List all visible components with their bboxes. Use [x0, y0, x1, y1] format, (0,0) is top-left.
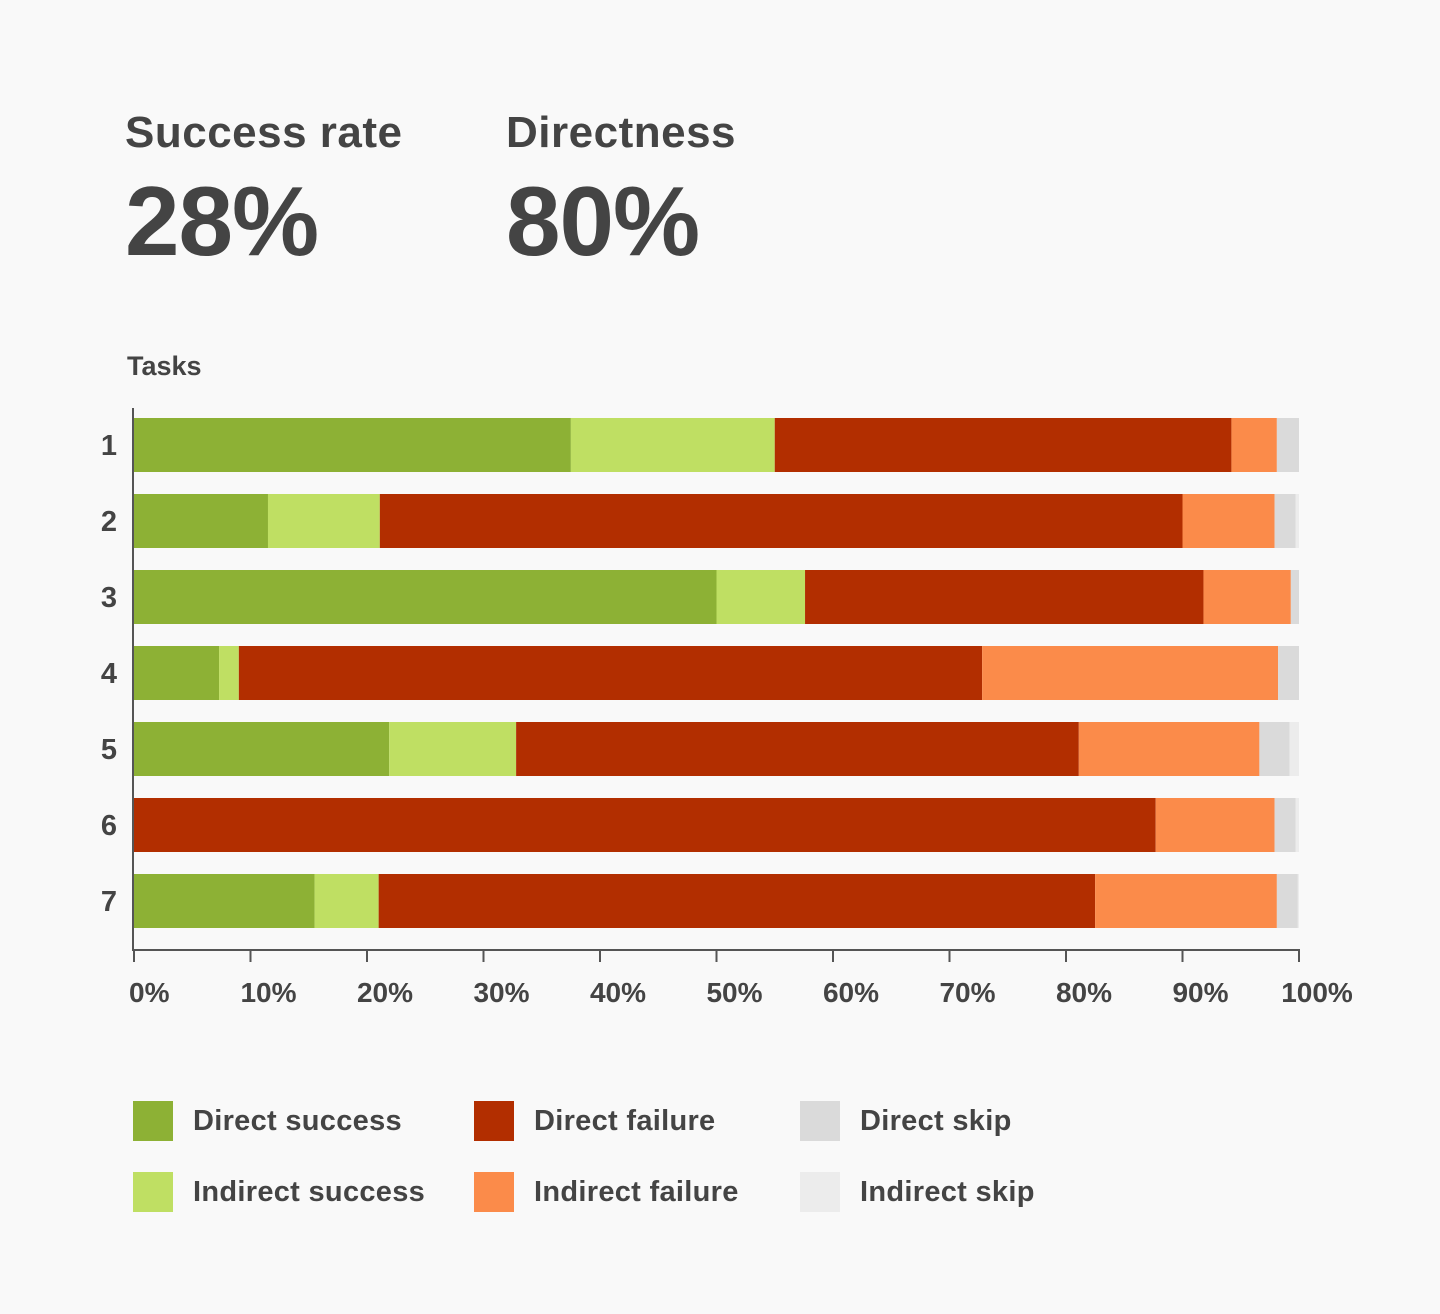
bar-segment-direct-success-task-5 — [134, 722, 390, 776]
bar-segment-direct-skip-task-1 — [1276, 418, 1300, 472]
legend-swatch-indirect-success — [133, 1172, 173, 1212]
directness-label: Directness — [506, 108, 737, 157]
bar-segment-direct-success-task-2 — [134, 494, 268, 548]
chart-legend: Direct success Direct failure Direct skip I… — [133, 1101, 1133, 1221]
x-tick-label-7: 70% — [939, 977, 995, 1008]
x-tick-label-9: 90% — [1172, 977, 1228, 1008]
x-tick-label-1: 10% — [240, 977, 296, 1008]
legend-item-direct-skip: Direct skip — [800, 1101, 1012, 1141]
legend-swatch-indirect-skip — [800, 1172, 840, 1212]
legend-swatch-indirect-failure — [474, 1172, 514, 1212]
bar-segment-direct-skip-task-6 — [1274, 798, 1296, 852]
bar-segment-direct-skip-task-4 — [1278, 646, 1299, 700]
bar-segment-indirect-success-task-5 — [389, 722, 517, 776]
bar-segment-direct-success-task-1 — [134, 418, 571, 472]
legend-label-direct-success: Direct success — [193, 1104, 402, 1137]
bar-segment-indirect-failure-task-2 — [1182, 494, 1275, 548]
legend-item-indirect-success: Indirect success — [133, 1172, 425, 1212]
bar-segment-direct-failure-task-6 — [134, 798, 1156, 852]
bar-segment-indirect-success-task-1 — [570, 418, 775, 472]
y-tick-label-task-2: 2 — [101, 506, 117, 538]
x-tick-label-6: 60% — [823, 977, 879, 1008]
directness-metric: Directness 80% — [506, 104, 736, 276]
legend-swatch-direct-skip — [800, 1101, 840, 1141]
y-axis-title: Tasks — [127, 351, 202, 381]
x-tick-label-2: 20% — [357, 977, 413, 1008]
bar-segment-indirect-failure-task-7 — [1095, 874, 1277, 928]
legend-item-indirect-failure: Indirect failure — [474, 1172, 739, 1212]
legend-swatch-direct-failure — [474, 1101, 514, 1141]
bar-segment-direct-failure-task-5 — [516, 722, 1079, 776]
bar-segment-direct-skip-task-7 — [1276, 874, 1298, 928]
y-tick-label-task-1: 1 — [101, 430, 117, 462]
legend-item-direct-success: Direct success — [133, 1101, 402, 1141]
y-tick-label-task-5: 5 — [101, 734, 117, 766]
bar-segment-direct-skip-task-5 — [1259, 722, 1290, 776]
legend-item-indirect-skip: Indirect skip — [800, 1172, 1035, 1212]
legend-item-direct-failure: Direct failure — [474, 1101, 716, 1141]
bar-segment-indirect-failure-task-4 — [982, 646, 1279, 700]
y-tick-label-task-6: 6 — [101, 810, 117, 842]
bar-segment-indirect-success-task-2 — [267, 494, 380, 548]
bar-segment-indirect-success-task-7 — [314, 874, 379, 928]
directness-value: 80% — [506, 166, 700, 276]
bar-segment-direct-skip-task-2 — [1274, 494, 1296, 548]
bar-segment-indirect-failure-task-1 — [1231, 418, 1277, 472]
bar-segment-indirect-skip-task-2 — [1295, 494, 1299, 548]
bar-segment-direct-failure-task-1 — [774, 418, 1232, 472]
bar-segment-direct-failure-task-4 — [238, 646, 983, 700]
bar-segment-indirect-skip-task-7 — [1297, 874, 1299, 928]
bar-segment-direct-success-task-7 — [134, 874, 315, 928]
bar-segment-indirect-failure-task-6 — [1155, 798, 1275, 852]
y-tick-label-task-3: 3 — [101, 582, 117, 614]
bar-segment-direct-skip-task-3 — [1290, 570, 1300, 624]
bar-segment-indirect-skip-task-5 — [1289, 722, 1299, 776]
x-tick-label-3: 30% — [473, 977, 529, 1008]
legend-label-direct-skip: Direct skip — [860, 1104, 1012, 1137]
bar-segment-direct-success-task-3 — [134, 570, 717, 624]
x-tick-label-8: 80% — [1056, 977, 1112, 1008]
bar-segment-indirect-success-task-3 — [716, 570, 806, 624]
bar-segment-direct-failure-task-3 — [805, 570, 1204, 624]
bar-segment-direct-failure-task-7 — [378, 874, 1096, 928]
legend-label-indirect-success: Indirect success — [193, 1175, 426, 1208]
bar-segment-indirect-failure-task-3 — [1203, 570, 1291, 624]
x-tick-label-5: 50% — [706, 977, 762, 1008]
y-tick-label-task-4: 4 — [101, 658, 117, 690]
bar-segment-indirect-failure-task-5 — [1078, 722, 1260, 776]
success-rate-label: Success rate — [125, 108, 403, 157]
x-tick-label-4: 40% — [590, 977, 646, 1008]
success-rate-metric: Success rate 28% — [125, 104, 403, 276]
legend-swatch-direct-success — [133, 1101, 173, 1141]
x-tick-label-0: 0% — [129, 977, 170, 1008]
bar-segment-indirect-success-task-4 — [219, 646, 239, 700]
y-tick-label-task-7: 7 — [101, 886, 117, 918]
legend-label-indirect-failure: Indirect failure — [534, 1175, 739, 1208]
bar-segment-direct-failure-task-2 — [379, 494, 1183, 548]
bar-segment-indirect-skip-task-6 — [1295, 798, 1299, 852]
legend-label-indirect-skip: Indirect skip — [860, 1175, 1035, 1208]
bar-segment-direct-success-task-4 — [134, 646, 220, 700]
success-rate-value: 28% — [125, 166, 319, 276]
legend-label-direct-failure: Direct failure — [534, 1104, 716, 1137]
x-tick-label-10: 100% — [1281, 977, 1353, 1008]
